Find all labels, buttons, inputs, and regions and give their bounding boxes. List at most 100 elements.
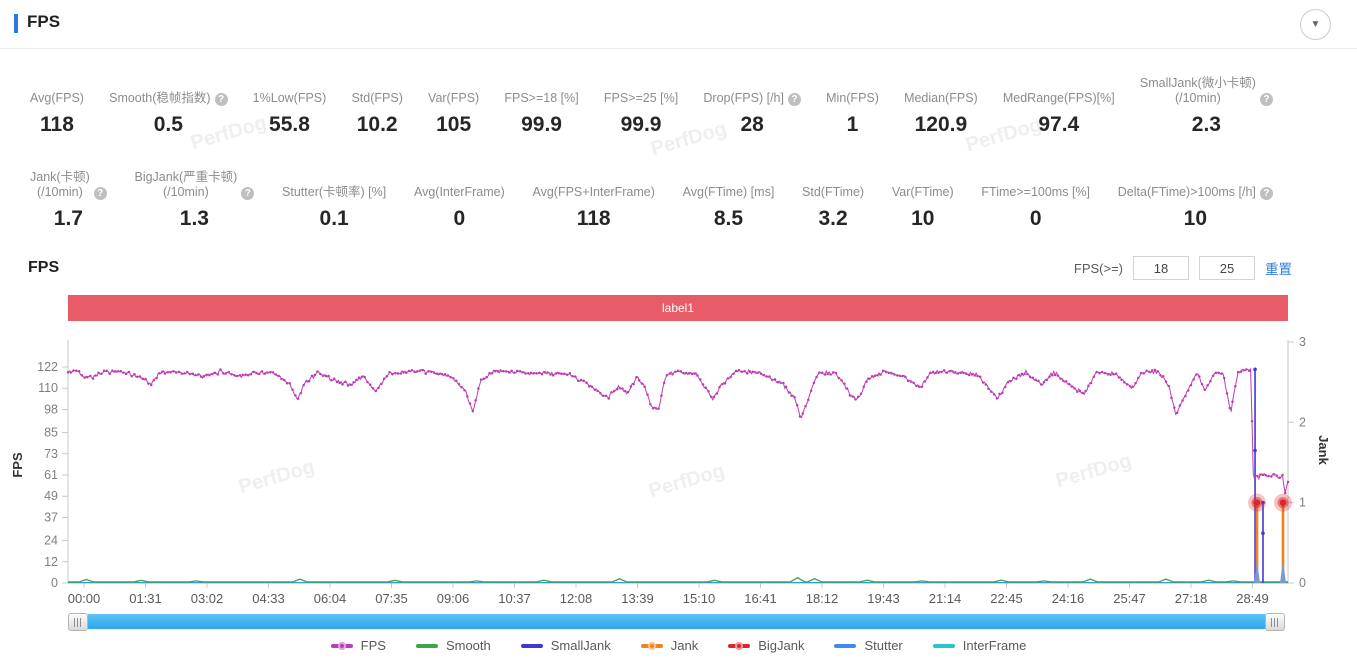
stat-value: 0.1 bbox=[319, 207, 349, 230]
legend-item[interactable]: Smooth bbox=[415, 638, 491, 653]
x-axis-label: 28:49 bbox=[1236, 591, 1269, 606]
reset-link[interactable]: 重置 bbox=[1265, 262, 1292, 277]
stat-value: 8.5 bbox=[713, 207, 744, 230]
legend-item[interactable]: InterFrame bbox=[932, 638, 1026, 653]
fps-series-dots bbox=[66, 368, 1290, 495]
stat-item: Std(FPS) 10.2 bbox=[351, 74, 402, 137]
stat-value: 10 bbox=[1183, 207, 1207, 230]
stat-item: Delta(FTime)>100ms [/h]? 10 bbox=[1118, 168, 1273, 231]
range-track[interactable] bbox=[88, 614, 1265, 629]
help-icon[interactable]: ? bbox=[1259, 187, 1273, 200]
stat-label: Avg(FTime) [ms] bbox=[682, 185, 775, 199]
help-icon[interactable]: ? bbox=[214, 93, 228, 106]
legend-label: Jank bbox=[670, 638, 699, 653]
stat-label: Smooth(稳帧指数) bbox=[109, 91, 211, 105]
x-axis-label: 01:31 bbox=[129, 591, 162, 606]
drag-handle-icon bbox=[1271, 617, 1279, 627]
chart-section-title: FPS bbox=[28, 259, 60, 276]
stat-value: 0.5 bbox=[153, 113, 183, 136]
y-left-tick-label: 37 bbox=[44, 510, 58, 524]
stats-row-2: Jank(卡顿) (/10min)? 1.7 BigJank(严重卡顿) (/10m… bbox=[30, 168, 1273, 231]
stat-item: Min(FPS) 1 bbox=[826, 74, 879, 137]
stat-label: Jank(卡顿) (/10min) bbox=[30, 170, 90, 199]
stat-item: MedRange(FPS)[%] 97.4 bbox=[1003, 74, 1115, 137]
stat-label: FPS>=18 [%] bbox=[504, 91, 579, 105]
stat-label: FTime>=100ms [%] bbox=[981, 185, 1091, 199]
legend-item[interactable]: Jank bbox=[640, 638, 699, 653]
stat-label: Avg(InterFrame) bbox=[413, 185, 505, 199]
x-axis-label: 12:08 bbox=[560, 591, 593, 606]
chevron-down-icon: ▼ bbox=[1310, 19, 1321, 30]
stat-label: Median(FPS) bbox=[904, 91, 978, 105]
y-left-tick-label: 73 bbox=[44, 447, 58, 461]
stat-label: Drop(FPS) [/h] bbox=[703, 91, 784, 105]
legend-dot-icon bbox=[337, 641, 346, 650]
x-axis-label: 09:06 bbox=[437, 591, 470, 606]
stat-label: Stutter(卡顿率) [%] bbox=[282, 185, 387, 199]
help-icon[interactable]: ? bbox=[1259, 93, 1273, 106]
legend-label: BigJank bbox=[758, 638, 805, 653]
x-axis-label: 16:41 bbox=[744, 591, 777, 606]
stat-item: Var(FTime) 10 bbox=[892, 168, 954, 231]
legend-dot-icon bbox=[735, 641, 744, 650]
collapse-button[interactable]: ▼ bbox=[1300, 9, 1331, 40]
stat-item: Smooth(稳帧指数)? 0.5 bbox=[109, 74, 228, 137]
stat-value: 0 bbox=[1029, 207, 1042, 230]
y-left-tick-label: 98 bbox=[44, 402, 58, 416]
legend-label: Smooth bbox=[445, 638, 491, 653]
stat-label: Min(FPS) bbox=[826, 91, 879, 105]
stat-value: 1.7 bbox=[53, 207, 83, 230]
stats-row-1: Avg(FPS) 118 Smooth(稳帧指数)? 0.5 1%Low(FPS) 55.… bbox=[30, 74, 1273, 137]
stat-item: Drop(FPS) [/h]? 28 bbox=[703, 74, 801, 137]
stat-value: 1 bbox=[846, 113, 859, 136]
stat-label: Var(FPS) bbox=[428, 91, 480, 105]
stat-value: 105 bbox=[436, 113, 472, 136]
legend-marker-icon bbox=[728, 641, 751, 650]
fps-threshold-input-2[interactable] bbox=[1199, 256, 1255, 280]
fps-filter-label: FPS(>=) bbox=[1073, 260, 1123, 276]
stat-item: Var(FPS) 105 bbox=[428, 74, 479, 137]
help-icon[interactable]: ? bbox=[93, 187, 107, 200]
fps-series bbox=[67, 367, 1289, 494]
legend-item[interactable]: BigJank bbox=[728, 638, 804, 653]
legend-item[interactable]: SmallJank bbox=[520, 638, 611, 653]
range-handle-left[interactable] bbox=[68, 613, 88, 631]
stat-item: SmallJank(微小卡顿) (/10min)? 2.3 bbox=[1140, 74, 1273, 137]
stat-item: Avg(FTime) [ms] 8.5 bbox=[683, 168, 775, 231]
stat-value: 118 bbox=[576, 207, 611, 230]
stat-item: 1%Low(FPS) 55.8 bbox=[253, 74, 327, 137]
x-axis-label: 13:39 bbox=[621, 591, 654, 606]
section-accent-bar bbox=[14, 14, 18, 33]
stat-label: 1%Low(FPS) bbox=[252, 91, 327, 105]
y-right-tick-label: 0 bbox=[1299, 576, 1306, 590]
help-icon[interactable]: ? bbox=[787, 93, 801, 106]
stat-value: 0 bbox=[453, 207, 466, 230]
stat-item: FPS>=18 [%] 99.9 bbox=[504, 74, 578, 137]
page-title: FPS bbox=[27, 12, 61, 31]
stat-label: Std(FTime) bbox=[802, 185, 865, 199]
stat-value: 99.9 bbox=[521, 113, 562, 136]
x-axis-label: 22:45 bbox=[990, 591, 1023, 606]
stat-value: 3.2 bbox=[818, 207, 848, 230]
stat-value: 10 bbox=[911, 207, 935, 230]
legend-marker-icon bbox=[415, 643, 438, 648]
x-axis-label: 21:14 bbox=[929, 591, 962, 606]
legend-label: Stutter bbox=[864, 638, 903, 653]
fps-threshold-input-1[interactable] bbox=[1133, 256, 1189, 280]
y-left-tick-label: 122 bbox=[37, 360, 58, 374]
stat-item: Stutter(卡顿率) [%] 0.1 bbox=[282, 168, 386, 231]
x-axis-label: 07:35 bbox=[375, 591, 408, 606]
fps-threshold-filter: FPS(>=) 重置 bbox=[1074, 256, 1292, 280]
stat-item: Avg(FPS+InterFrame) 118 bbox=[532, 168, 654, 231]
y-left-axis-title: FPS bbox=[10, 452, 25, 478]
stat-value: 28 bbox=[740, 113, 764, 136]
legend-item[interactable]: FPS bbox=[330, 638, 386, 653]
smooth-series bbox=[68, 576, 1288, 583]
legend-dot-icon bbox=[647, 641, 656, 650]
chart-range-scrollbar[interactable] bbox=[68, 613, 1285, 631]
range-handle-right[interactable] bbox=[1265, 613, 1285, 631]
x-axis-label: 15:10 bbox=[683, 591, 716, 606]
legend-item[interactable]: Stutter bbox=[834, 638, 903, 653]
help-icon[interactable]: ? bbox=[241, 187, 255, 200]
stat-item: Median(FPS) 120.9 bbox=[904, 74, 978, 137]
